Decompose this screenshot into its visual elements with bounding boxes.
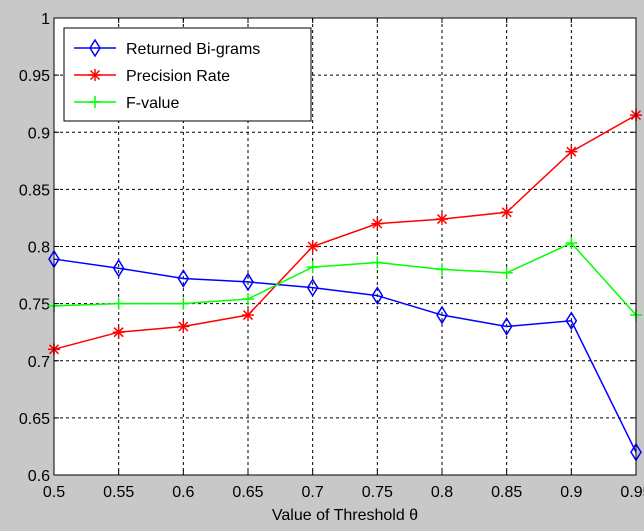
y-tick-label: 0.8 [28, 240, 50, 257]
series-line [53, 114, 637, 351]
y-tick-label: 0.6 [28, 468, 50, 485]
data-point-marker [242, 293, 254, 306]
data-point-marker [112, 258, 125, 278]
x-tick-label: 0.6 [172, 484, 194, 501]
x-tick-label: 0.65 [232, 484, 263, 501]
x-tick-label: 0.7 [302, 484, 324, 501]
data-point-marker [89, 38, 101, 58]
legend-entry: Returned Bi-grams [74, 38, 260, 58]
data-point-marker [436, 263, 448, 276]
data-point-marker [371, 217, 384, 230]
data-point-marker [112, 297, 125, 310]
data-point-marker [306, 278, 319, 298]
x-tick-label: 0.9 [560, 484, 582, 501]
data-point-marker [500, 317, 513, 336]
y-tick-label: 0.65 [19, 411, 50, 428]
data-point-marker [306, 261, 319, 274]
y-tick-label: 0.85 [19, 182, 50, 199]
legend-label: F-value [126, 95, 179, 112]
data-point-marker [371, 286, 384, 306]
x-axis-label: Value of Threshold θ [272, 507, 418, 524]
data-point-marker [89, 69, 101, 81]
data-point-marker [565, 311, 578, 331]
data-point-marker [436, 305, 448, 325]
y-tick-label: 0.9 [28, 125, 50, 142]
y-tick-label: 0.75 [19, 297, 50, 314]
data-point-marker [371, 256, 384, 269]
series-line [53, 242, 637, 316]
series-returned-bi-grams [48, 249, 642, 462]
data-point-marker [177, 320, 190, 333]
legend-label: Precision Rate [126, 68, 230, 85]
x-tick-label: 0.55 [103, 484, 134, 501]
x-tick-label: 0.75 [362, 484, 393, 501]
data-point-marker [242, 309, 254, 322]
data-point-marker [177, 297, 190, 310]
series-line [53, 258, 637, 453]
x-tick-label: 0.95 [620, 484, 644, 501]
legend-entry: Precision Rate [74, 68, 230, 85]
data-point-marker [112, 326, 125, 339]
legend: Returned Bi-grams Precision Rate F-value [63, 27, 312, 122]
y-tick-label: 0.95 [19, 68, 50, 85]
series-f-value [48, 237, 642, 322]
data-point-marker [436, 213, 448, 226]
plot-border [53, 17, 637, 476]
data-point-marker [306, 240, 319, 253]
x-axis-ticks: 0.5 0.55 0.6 0.65 0.7 0.75 0.8 0.85 0.9 0.95 [43, 18, 644, 501]
y-axis-ticks: 0.6 0.65 0.7 0.75 0.8 0.85 0.9 0.95 1 [19, 11, 636, 485]
data-point-marker [500, 266, 513, 279]
y-tick-label: 0.7 [28, 354, 50, 371]
data-point-marker [565, 237, 578, 250]
series-group [48, 109, 642, 462]
data-point-marker [89, 96, 101, 108]
data-point-marker [177, 269, 190, 288]
x-tick-label: 0.8 [431, 484, 453, 501]
legend-label: Returned Bi-grams [126, 41, 260, 58]
y-tick-label: 1 [41, 11, 50, 28]
data-point-marker [500, 206, 513, 219]
series-precision-rate [48, 109, 642, 356]
x-tick-label: 0.5 [43, 484, 65, 501]
data-point-marker [565, 145, 578, 158]
x-tick-label: 0.85 [491, 484, 522, 501]
data-point-marker [242, 272, 254, 292]
grid [54, 18, 636, 475]
legend-entry: F-value [74, 95, 179, 112]
